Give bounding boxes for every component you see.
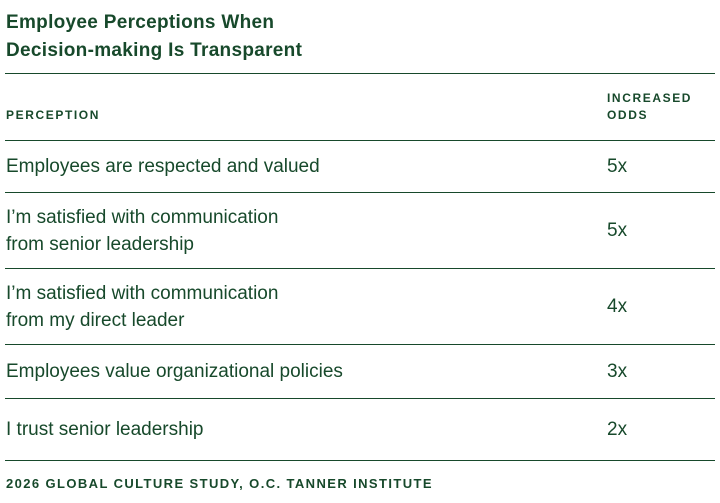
table-header-row: PERCEPTION INCREASED ODDS	[5, 73, 715, 141]
odds-cell: 2x	[607, 419, 628, 440]
odds-cell: 5x	[607, 156, 628, 177]
table-row: I’m satisfied with communication from se…	[5, 193, 715, 269]
table-row: I’m satisfied with communication from my…	[5, 269, 715, 345]
table-row: Employees are respected and valued 5x	[5, 141, 715, 193]
perception-cell: I trust senior leadership	[6, 419, 204, 440]
page-title: Employee Perceptions When Decision-makin…	[6, 12, 303, 61]
odds-cell: 4x	[607, 296, 628, 317]
perception-cell: Employees are respected and valued	[6, 156, 320, 177]
perception-cell: I’m satisfied with communication from my…	[6, 282, 279, 331]
source-attribution: 2026 GLOBAL CULTURE STUDY, O.C. TANNER I…	[6, 476, 433, 491]
perception-cell: I’m satisfied with communication from se…	[6, 206, 279, 255]
table-row: Employees value organizational policies …	[5, 345, 715, 399]
perception-cell: Employees value organizational policies	[6, 361, 343, 382]
odds-cell: 3x	[607, 361, 628, 382]
table-row: I trust senior leadership 2x	[5, 399, 715, 461]
increased-odds-column-header: INCREASED ODDS	[607, 91, 693, 122]
perception-column-header: PERCEPTION	[6, 108, 101, 122]
odds-cell: 5x	[607, 220, 628, 241]
